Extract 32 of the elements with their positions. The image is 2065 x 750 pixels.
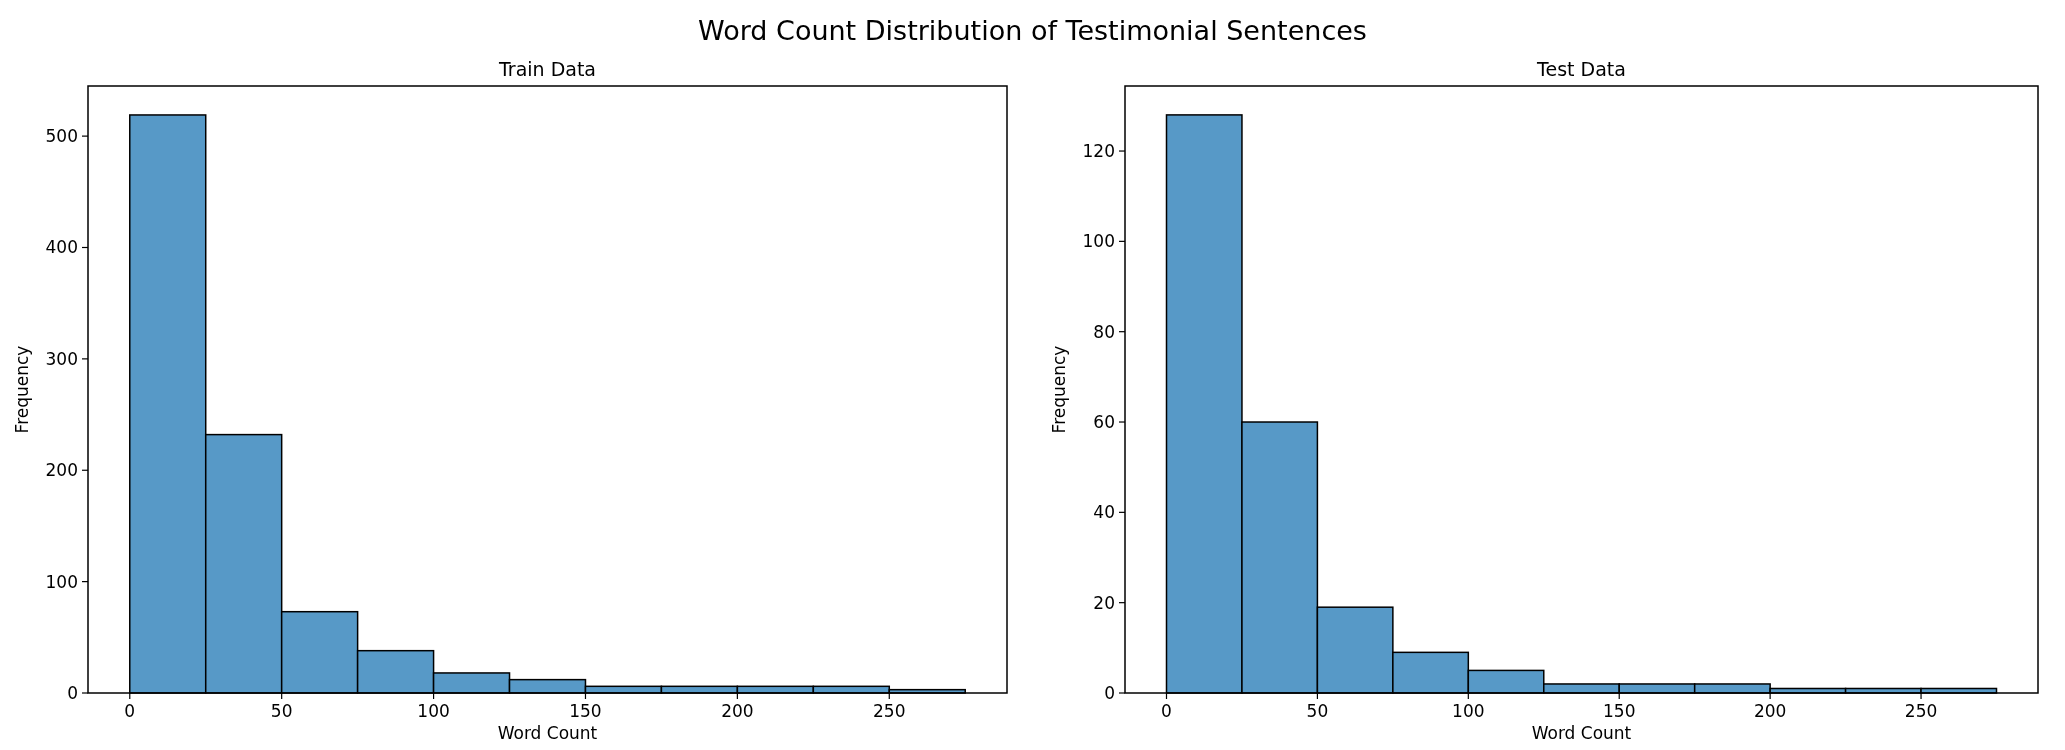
y-tick-label: 400 bbox=[45, 237, 78, 258]
y-tick-label: 100 bbox=[45, 571, 78, 592]
x-tick-label: 200 bbox=[721, 701, 754, 721]
x-tick-label: 0 bbox=[124, 701, 136, 721]
chart-title: Train Data bbox=[498, 58, 596, 80]
x-tick-label: 250 bbox=[873, 701, 906, 721]
x-tick-label: 50 bbox=[270, 701, 293, 721]
x-axis-title: Word Count bbox=[497, 723, 598, 743]
y-tick-label: 80 bbox=[1093, 321, 1115, 342]
x-tick-label: 0 bbox=[1161, 701, 1172, 721]
y-tick-label: 0 bbox=[1104, 682, 1115, 703]
y-tick-label: 60 bbox=[1093, 411, 1115, 432]
x-tick-label: 150 bbox=[569, 701, 602, 721]
y-tick-label: 100 bbox=[1082, 231, 1115, 252]
text: Word Count Distribution of Testimonial Sentences bbox=[698, 15, 1367, 46]
y-tick-label: 120 bbox=[1082, 140, 1115, 161]
x-tick-label: 200 bbox=[1753, 701, 1787, 721]
y-tick-label: 300 bbox=[45, 348, 78, 369]
x-tick-label: 100 bbox=[1452, 701, 1485, 721]
x-tick-label: 50 bbox=[1306, 701, 1329, 721]
y-tick-label: 20 bbox=[1093, 592, 1115, 613]
y-tick-label: 0 bbox=[67, 682, 78, 703]
y-tick-label: 40 bbox=[1093, 502, 1115, 523]
y-tick-label: 500 bbox=[45, 126, 78, 147]
x-tick-label: 100 bbox=[417, 701, 450, 721]
chart-title: Test Data bbox=[1536, 58, 1626, 80]
y-axis-title: Frequency bbox=[12, 345, 32, 434]
y-tick-label: 200 bbox=[45, 460, 78, 481]
x-tick-label: 150 bbox=[1603, 701, 1636, 721]
x-axis-title: Word Count bbox=[1531, 723, 1632, 743]
x-tick-label: 250 bbox=[1904, 701, 1938, 721]
y-axis-title: Frequency bbox=[1049, 345, 1069, 434]
